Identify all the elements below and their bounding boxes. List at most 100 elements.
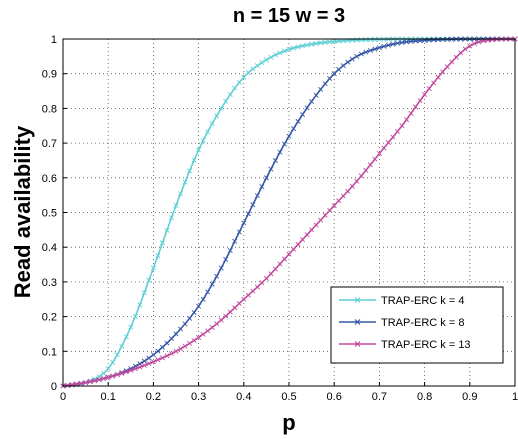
data-point [372, 46, 378, 52]
data-point [453, 54, 459, 60]
plot-frame [62, 38, 516, 387]
data-point [119, 370, 125, 376]
data-point [309, 227, 315, 233]
data-point [381, 145, 387, 151]
data-point [146, 361, 152, 367]
data-point [363, 37, 369, 43]
data-point [236, 79, 242, 85]
data-point [322, 81, 328, 87]
data-point [268, 166, 274, 172]
data-point [245, 292, 251, 298]
data-point [435, 74, 441, 80]
data-point [349, 56, 355, 62]
data-point [78, 380, 84, 386]
axis-ticks: 0 0.1 0.2 0.3 0.4 0.5 0.6 0.7 0.8 0.9 1 0 0.1 0.2 0.3 0… [42, 34, 518, 403]
data-point [358, 51, 364, 57]
data-point [336, 198, 342, 204]
data-point [187, 340, 193, 346]
data-point [168, 351, 174, 357]
data-point [304, 42, 310, 48]
data-point [322, 39, 328, 45]
series-group [60, 36, 518, 389]
data-point [363, 167, 369, 173]
data-point [101, 375, 107, 382]
x-tick-label: 0.8 [417, 391, 432, 403]
data-point [327, 75, 333, 81]
data-point [277, 50, 283, 56]
data-point [295, 44, 301, 50]
data-point [263, 275, 269, 281]
data-point [281, 141, 287, 147]
data-point [205, 129, 211, 135]
y-tick-label: 0.4 [42, 242, 57, 254]
y-tick-label: 0.5 [42, 208, 57, 220]
data-point [128, 367, 134, 373]
data-point [187, 168, 193, 174]
data-point [205, 289, 211, 295]
data-point [354, 53, 360, 59]
data-point [200, 138, 206, 144]
data-point [286, 251, 292, 257]
data-point [489, 37, 495, 43]
data-point [196, 147, 202, 153]
data-point [245, 211, 251, 217]
legend-item: TRAP-ERC k = 4 [339, 295, 464, 307]
data-point [250, 288, 256, 294]
data-point [449, 59, 455, 65]
y-tick-label: 0.1 [42, 346, 57, 358]
data-point [313, 92, 319, 98]
legend-marker [354, 319, 361, 325]
data-point [110, 373, 116, 379]
data-point [155, 348, 161, 354]
data-point [277, 149, 283, 155]
data-point [476, 39, 482, 45]
data-point [254, 284, 260, 290]
data-point [372, 156, 378, 162]
data-point [187, 315, 193, 321]
data-point [263, 57, 269, 63]
data-point [277, 261, 283, 267]
data-point [227, 91, 233, 98]
data-point [182, 179, 188, 185]
data-point [87, 379, 93, 385]
data-point [399, 39, 405, 45]
data-point [404, 39, 410, 45]
data-point [291, 126, 297, 132]
data-point [137, 364, 143, 370]
data-point [435, 37, 441, 43]
y-tick-label: 0.2 [42, 312, 57, 324]
data-point [385, 140, 391, 146]
data-point [123, 369, 129, 375]
x-tick-label: 1 [512, 391, 518, 403]
data-point [376, 150, 382, 157]
data-point [92, 378, 98, 384]
data-point [358, 37, 364, 43]
data-point [431, 37, 437, 43]
y-axis-label: Read availability [10, 125, 35, 298]
data-point [431, 80, 437, 86]
data-point [254, 193, 260, 199]
data-point [345, 59, 351, 65]
data-point [205, 328, 211, 334]
data-point [322, 212, 328, 218]
data-point [173, 331, 179, 337]
data-point [132, 366, 138, 372]
data-point [309, 98, 315, 104]
data-point [182, 343, 188, 349]
data-point [223, 256, 229, 262]
data-point [83, 380, 89, 386]
data-point [191, 157, 197, 163]
data-point [155, 357, 161, 363]
data-point [218, 265, 224, 271]
data-point [191, 310, 197, 316]
data-point [394, 129, 400, 135]
y-tick-label: 1 [51, 34, 57, 46]
data-point [381, 43, 387, 49]
data-point [241, 220, 247, 226]
data-point [413, 104, 419, 110]
data-point [137, 302, 143, 308]
data-point [367, 37, 373, 43]
data-point [390, 41, 396, 47]
data-point [313, 222, 319, 228]
data-point [209, 281, 215, 287]
